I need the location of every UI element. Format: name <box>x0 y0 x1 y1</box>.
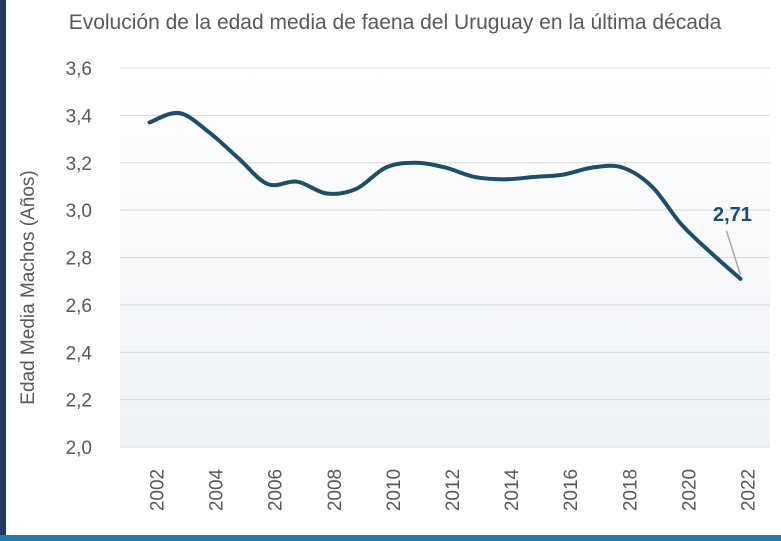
x-tick-label: 2006 <box>266 469 287 511</box>
y-tick-label: 3,2 <box>66 154 92 175</box>
x-tick-label: 2010 <box>384 469 405 511</box>
y-tick-label: 2,4 <box>66 343 93 364</box>
chart-title: Evolución de la edad media de faena del … <box>68 11 722 34</box>
series-line <box>147 110 743 281</box>
y-tick-label: 2,8 <box>66 249 92 270</box>
y-tick-label: 3,4 <box>66 106 93 127</box>
y-tick-label: 2,2 <box>66 391 92 412</box>
data-label-leader <box>725 230 742 276</box>
x-tick-label: 2018 <box>620 469 641 511</box>
y-tick-label: 3,0 <box>66 201 92 222</box>
x-tick-label: 2022 <box>738 469 759 511</box>
y-tick-label: 3,6 <box>66 59 92 80</box>
y-tick-label: 2,6 <box>66 296 92 317</box>
data-label: 2,71 <box>713 204 752 226</box>
y-tick-label: 2,0 <box>66 438 92 459</box>
x-tick-label: 2002 <box>148 469 169 511</box>
x-tick-label: 2020 <box>679 469 700 511</box>
x-tick-label: 2012 <box>443 469 464 511</box>
x-tick-label: 2014 <box>502 468 523 511</box>
left-edge-bar <box>0 0 6 541</box>
bottom-edge-bar <box>0 535 781 541</box>
y-axis-label: Edad Media Machos (Años) <box>18 170 39 404</box>
x-tick-label: 2004 <box>207 468 228 511</box>
x-tick-label: 2016 <box>561 469 582 511</box>
x-tick-label: 2008 <box>325 469 346 511</box>
